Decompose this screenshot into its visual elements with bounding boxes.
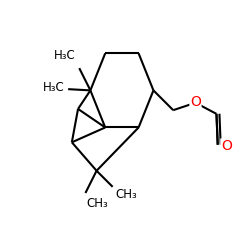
- Text: H₃C: H₃C: [43, 82, 64, 94]
- Text: O: O: [221, 139, 232, 153]
- Text: O: O: [190, 94, 201, 108]
- Text: CH₃: CH₃: [115, 188, 137, 201]
- Text: CH₃: CH₃: [87, 197, 108, 210]
- Text: H₃C: H₃C: [54, 49, 76, 62]
